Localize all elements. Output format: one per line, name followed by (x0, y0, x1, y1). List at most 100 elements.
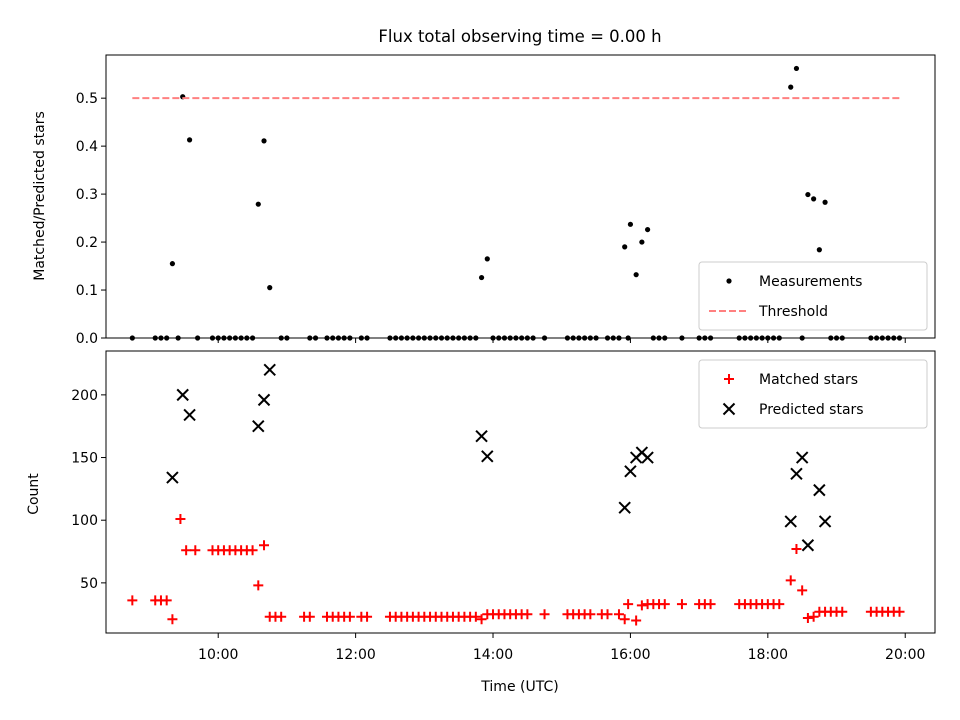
top-y-tick-label: 0.1 (76, 283, 98, 299)
bottom-y-tick-label: 200 (71, 388, 98, 404)
measurement-point (805, 191, 811, 198)
matched-stars-point (161, 595, 172, 606)
measurement-point (478, 274, 485, 281)
predicted-stars-point (183, 408, 196, 422)
predicted-stars-point (784, 515, 797, 528)
measurement-point (788, 84, 794, 90)
matched-stars-point (304, 611, 315, 622)
predicted-stars-point (166, 471, 179, 484)
bottom-y-tick-label: 50 (80, 576, 98, 592)
figure-title: Flux total observing time = 0.00 h (378, 27, 661, 46)
x-tick-label: 10:00 (198, 647, 238, 663)
matched-stars-point (362, 611, 373, 622)
matched-stars-point (659, 599, 670, 610)
measurement-point (816, 247, 822, 253)
matched-stars-point (636, 600, 647, 611)
legend-label: Measurements (759, 274, 862, 290)
top-y-tick-label: 0.5 (76, 91, 98, 107)
top-plot-area: 0.0 0.1 0.2 0.3 0.4 0.5 Measurements Threshold (76, 54, 936, 347)
legend-label: Predicted stars (759, 402, 864, 418)
measurement-point (186, 137, 193, 143)
matched-stars-point (894, 606, 905, 617)
matched-stars-point (539, 609, 550, 620)
matched-stars-point (175, 513, 186, 524)
x-tick-label: 18:00 (748, 647, 788, 663)
matched-stars-point (522, 609, 533, 620)
predicted-stars-point (475, 430, 488, 443)
measurement-point (627, 221, 634, 227)
predicted-stars-point (818, 515, 832, 528)
top-y-tick-label: 0.0 (76, 331, 98, 347)
matched-stars-point (253, 580, 264, 591)
top-panel: Matched/Predicted stars 0.00.10.20.30.40… (32, 54, 936, 347)
bottom-panel: Count 50 100 150 200 10:00 12:00 14:00 16:00 18:… (26, 350, 936, 663)
measurement-point (811, 196, 817, 202)
matched-stars-point (791, 544, 802, 555)
matched-stars-point (585, 609, 596, 620)
measurement-point (267, 285, 273, 291)
predicted-stars-point (618, 501, 631, 514)
bottom-legend: Matched stars Predicted stars (698, 359, 928, 429)
predicted-stars-point (641, 451, 654, 464)
measurement-point (261, 138, 267, 144)
matched-stars-point (127, 595, 138, 606)
bottom-y-tick-label: 150 (71, 451, 98, 467)
legend-measurements-marker (726, 278, 732, 284)
matched-stars-point (190, 545, 201, 556)
measurement-point (822, 199, 828, 205)
measurement-point (793, 65, 800, 72)
top-y-tick-label: 0.3 (76, 187, 98, 203)
matched-stars-point (797, 585, 808, 596)
matched-stars-point (802, 612, 813, 623)
predicted-stars-point (795, 451, 809, 464)
top-legend: Measurements Threshold (698, 261, 928, 331)
legend-predicted-marker (722, 402, 736, 416)
matched-stars-point (247, 545, 258, 556)
bottom-y-axis-label: Count (26, 473, 42, 515)
predicted-stars-point (481, 450, 494, 463)
predicted-stars-point (257, 393, 271, 407)
matched-stars-point (344, 611, 355, 622)
matched-stars-point (774, 599, 785, 610)
bottom-legend-box (698, 359, 928, 429)
measurement-point (639, 239, 645, 245)
measurement-point (633, 272, 639, 278)
matched-stars-point (276, 611, 287, 622)
x-tick-label: 14:00 (473, 647, 513, 663)
top-axes-frame (105, 54, 936, 339)
top-y-tick-label: 0.2 (76, 235, 98, 251)
predicted-stars-point (176, 388, 189, 402)
measurement-point (169, 261, 176, 267)
predicted-stars-point (624, 465, 637, 478)
matched-stars-point (470, 611, 481, 622)
legend-label: Matched stars (759, 372, 858, 388)
matched-stars-point (259, 540, 270, 551)
top-legend-box (698, 261, 928, 331)
predicted-stars-point (813, 483, 826, 497)
matched-stars-point (181, 545, 192, 556)
matched-stars-point (837, 606, 848, 617)
matched-stars-point (785, 575, 796, 586)
matched-stars-point (705, 599, 716, 610)
bottom-plot-area: 50 100 150 200 10:00 12:00 14:00 16:00 18:00 20:0… (71, 350, 936, 663)
bottom-axes-frame (105, 350, 936, 634)
matched-stars-point (631, 615, 642, 626)
matched-stars-point (623, 599, 634, 610)
x-axis-label: Time (UTC) (480, 679, 558, 695)
legend-matched-marker (724, 374, 734, 384)
matched-stars-point (602, 609, 613, 620)
measurement-point (644, 226, 651, 233)
x-tick-label: 12:00 (335, 647, 375, 663)
x-tick-label: 20:00 (885, 647, 925, 663)
predicted-stars-point (263, 363, 276, 377)
matched-stars-point (619, 614, 630, 625)
matched-stars-point (808, 611, 819, 622)
x-tick-label: 16:00 (610, 647, 650, 663)
top-y-tick-label: 0.4 (76, 139, 98, 155)
matched-stars-point (167, 614, 178, 625)
matched-stars-point (476, 614, 487, 625)
predicted-stars-point (252, 419, 265, 433)
matched-stars-point (613, 609, 624, 620)
matched-stars-point (676, 599, 687, 610)
